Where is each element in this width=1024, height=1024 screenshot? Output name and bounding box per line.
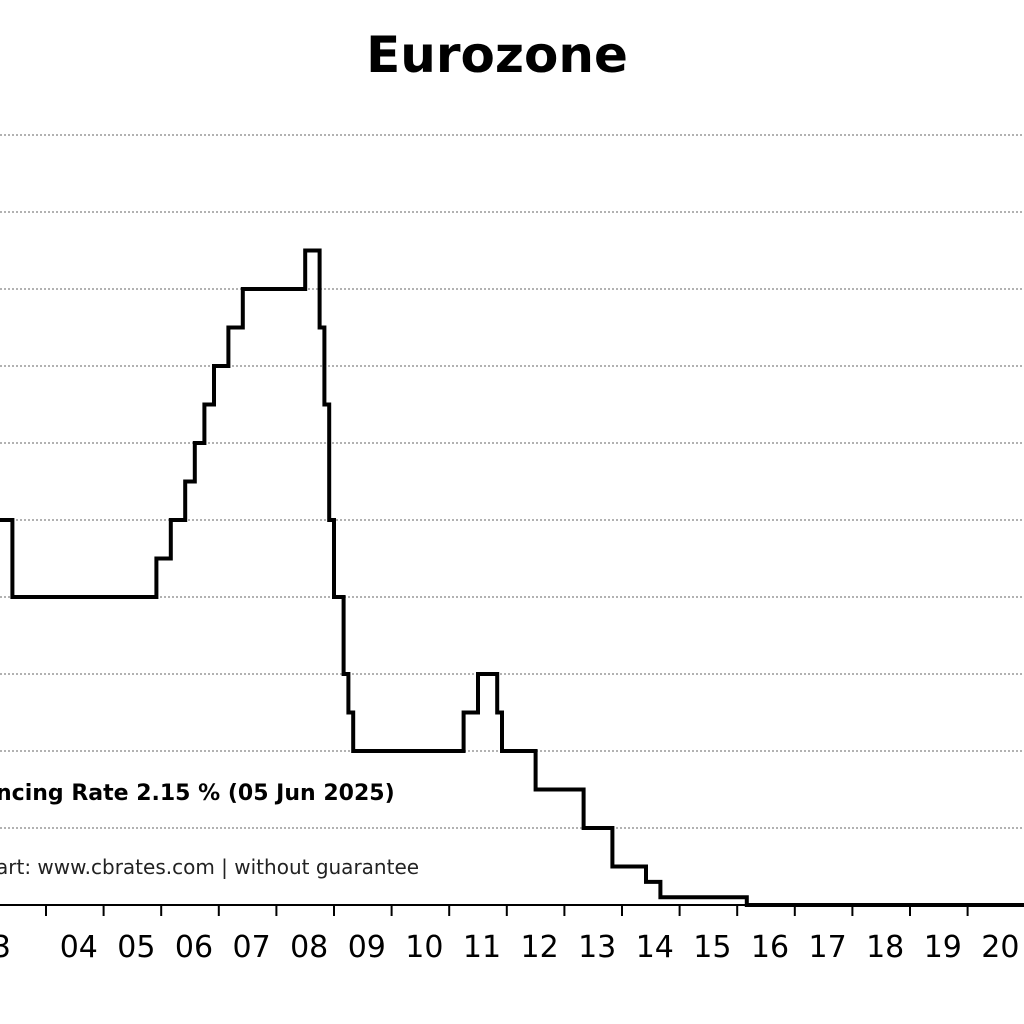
- x-tick-label: 11: [463, 930, 501, 965]
- rate-annotation: ncing Rate 2.15 % (05 Jun 2025): [0, 781, 395, 806]
- x-tick-label: 12: [521, 930, 559, 965]
- x-tick-label: 04: [60, 930, 98, 965]
- x-tick-label: 18: [866, 930, 904, 965]
- x-tick-label: 15: [693, 930, 731, 965]
- x-tick-label: 14: [636, 930, 674, 965]
- chart-title: Eurozone: [366, 26, 628, 84]
- x-tick-label: 17: [809, 930, 847, 965]
- x-tick-label: 3: [0, 930, 11, 965]
- x-tick-label: 20: [981, 930, 1019, 965]
- x-tick-label: 08: [290, 930, 328, 965]
- x-tick-label: 10: [405, 930, 443, 965]
- x-tick-labels: 3040506070809101112131415161718192021: [0, 930, 1019, 965]
- gridlines: [0, 134, 1024, 829]
- source-annotation: art: www.cbrates.com | without guarantee: [0, 855, 419, 879]
- x-tick-label: 13: [578, 930, 616, 965]
- x-tick-label: 19: [924, 930, 962, 965]
- x-tick-label: 06: [175, 930, 213, 965]
- x-tick-label: 07: [233, 930, 271, 965]
- rate-series-line: [0, 248, 1024, 907]
- x-tick-label: 16: [751, 930, 789, 965]
- x-tick-label: 09: [348, 930, 386, 965]
- x-tick-label: 05: [117, 930, 155, 965]
